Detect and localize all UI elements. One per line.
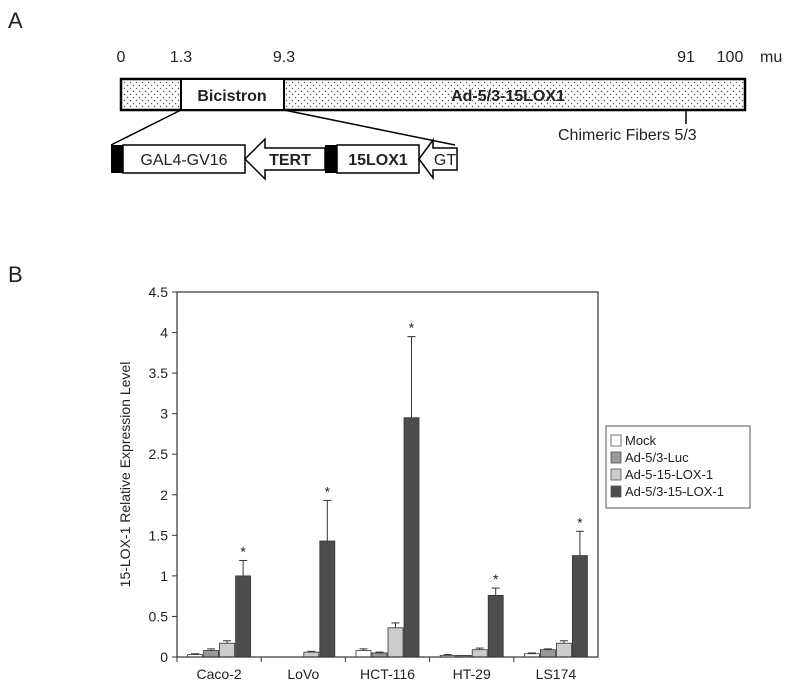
fiber-label: Chimeric Fibers 5/3 bbox=[558, 127, 697, 144]
significance-marker: * bbox=[409, 320, 415, 336]
map-tick-labels: 0 1.3 9.3 91 100 mu bbox=[117, 49, 783, 66]
significance-marker: * bbox=[577, 514, 583, 530]
y-axis-label: 15-LOX-1 Relative Expression Level bbox=[117, 362, 133, 588]
bar bbox=[303, 651, 320, 658]
bars: * * * * * bbox=[187, 320, 588, 658]
map-tick-9-3: 9.3 bbox=[273, 49, 295, 66]
map-tick-0: 0 bbox=[117, 49, 126, 66]
bar bbox=[487, 594, 504, 658]
map-tick-1-3: 1.3 bbox=[170, 49, 192, 66]
x-tick-label: Caco-2 bbox=[197, 666, 242, 682]
x-tick-label: LoVo bbox=[287, 666, 319, 682]
y-tick-label: 4 bbox=[160, 325, 168, 341]
y-tick-label: 1.5 bbox=[149, 527, 169, 543]
legend-label: Mock bbox=[625, 433, 657, 448]
legend-swatch bbox=[610, 451, 622, 464]
bar bbox=[355, 650, 372, 658]
gt-arrow bbox=[418, 137, 458, 181]
bar bbox=[471, 649, 488, 658]
legend-swatch bbox=[610, 485, 622, 498]
map-tick-91: 91 bbox=[677, 49, 695, 66]
bar bbox=[219, 642, 236, 658]
x-tick-label: LS174 bbox=[536, 666, 577, 682]
map-tick-100: 100 bbox=[717, 49, 744, 66]
map-unit: mu bbox=[760, 49, 782, 66]
bicistron-cassette: GAL4-GV16 TERT 15LOX1 GT bbox=[111, 137, 458, 181]
legend-swatch bbox=[610, 434, 622, 447]
bar bbox=[319, 540, 336, 658]
zoom-line-right bbox=[283, 109, 456, 146]
y-tick-label: 4.5 bbox=[149, 284, 169, 300]
legend-swatch bbox=[610, 468, 622, 481]
y-tick-label: 2.5 bbox=[149, 446, 169, 462]
bicistron-label: Bicistron bbox=[197, 88, 266, 105]
promoter-block-1 bbox=[111, 145, 123, 173]
vector-label: Ad-5/3-15LOX1 bbox=[451, 88, 565, 105]
y-axis-ticks: 0 0.5 1 1.5 2 2.5 3 3.5 4 4.5 bbox=[149, 284, 177, 665]
significance-marker: * bbox=[240, 543, 246, 559]
bar bbox=[572, 555, 588, 658]
gal4-box bbox=[122, 144, 246, 174]
x-tick-label: HT-29 bbox=[453, 666, 491, 682]
y-tick-label: 0.5 bbox=[149, 608, 169, 624]
y-tick-label: 3.5 bbox=[149, 365, 169, 381]
legend: Mock Ad-5/3-Luc Ad-5-15-LOX-1 Ad-5/3-15-LOX… bbox=[605, 425, 751, 509]
legend-label: Ad-5-15-LOX-1 bbox=[625, 467, 713, 482]
panel-a-letter: A bbox=[8, 8, 23, 33]
y-tick-label: 3 bbox=[160, 406, 168, 422]
promoter-block-2 bbox=[325, 145, 337, 173]
bar bbox=[403, 417, 420, 658]
vector-label-bg bbox=[426, 82, 590, 106]
significance-marker: * bbox=[325, 483, 331, 499]
lox-label: 15LOX1 bbox=[348, 152, 408, 169]
bar bbox=[540, 649, 556, 658]
bar bbox=[387, 627, 404, 658]
legend-label: Ad-5/3-15-LOX-1 bbox=[625, 484, 724, 499]
significance-marker: * bbox=[493, 571, 499, 587]
x-axis-labels: Caco-2 LoVo HCT-116 HT-29 LS174 bbox=[176, 657, 577, 682]
gal4-label: GAL4-GV16 bbox=[140, 152, 227, 169]
bar bbox=[371, 652, 388, 658]
y-tick-label: 2 bbox=[160, 487, 168, 503]
bar bbox=[556, 642, 572, 658]
panel-b-letter: B bbox=[8, 262, 23, 287]
genome-map: 0 1.3 9.3 91 100 mu Bicistron Ad-5/3-15L… bbox=[110, 49, 783, 146]
bar bbox=[203, 650, 220, 658]
x-tick-label: HCT-116 bbox=[360, 666, 415, 682]
zoom-line-left bbox=[110, 109, 182, 146]
bicistron-box bbox=[180, 78, 285, 111]
plot-frame bbox=[176, 291, 599, 658]
tert-label: TERT bbox=[269, 152, 311, 169]
y-tick-label: 0 bbox=[160, 649, 168, 665]
gt-label: GT bbox=[434, 152, 456, 169]
bar bbox=[235, 575, 252, 658]
y-tick-label: 1 bbox=[160, 568, 168, 584]
legend-box bbox=[605, 425, 751, 509]
bar-chart: 0 0.5 1 1.5 2 2.5 3 3.5 4 4.5 * * * * * Caco-2 LoVo HCT… bbox=[117, 284, 599, 682]
legend-label: Ad-5/3-Luc bbox=[625, 450, 689, 465]
